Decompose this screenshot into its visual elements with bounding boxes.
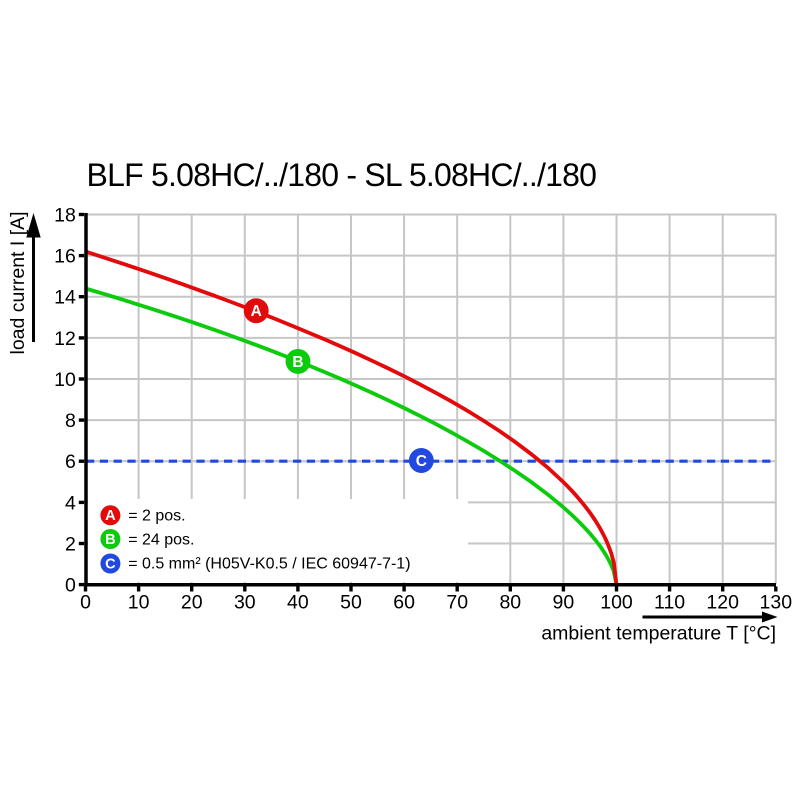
svg-text:80: 80 [499,592,521,614]
svg-text:8: 8 [65,410,76,432]
svg-text:= 2 pos.: = 2 pos. [128,508,185,525]
svg-text:30: 30 [234,592,256,614]
svg-text:16: 16 [54,246,76,268]
svg-text:0: 0 [80,592,91,614]
svg-text:12: 12 [54,328,76,350]
svg-text:20: 20 [181,592,203,614]
svg-text:2: 2 [65,533,76,555]
svg-text:90: 90 [553,592,575,614]
svg-text:4: 4 [65,492,76,514]
svg-text:load current I [A]: load current I [A] [7,211,29,354]
svg-text:BLF 5.08HC/../180 - SL 5.08HC/: BLF 5.08HC/../180 - SL 5.08HC/../180 [87,157,597,193]
svg-text:70: 70 [446,592,468,614]
svg-text:6: 6 [65,451,76,473]
svg-text:C: C [105,556,116,572]
svg-text:A: A [105,508,116,524]
svg-text:110: 110 [654,592,685,614]
svg-text:C: C [416,453,427,470]
svg-text:= 24 pos.: = 24 pos. [128,531,194,548]
svg-text:60: 60 [393,592,415,614]
svg-text:10: 10 [128,592,150,614]
svg-text:130: 130 [760,592,793,614]
svg-text:14: 14 [54,287,76,309]
svg-text:B: B [105,532,116,548]
svg-text:B: B [292,354,303,371]
svg-text:120: 120 [706,592,739,614]
svg-text:10: 10 [54,369,76,391]
svg-text:0: 0 [65,575,76,597]
svg-text:50: 50 [340,592,362,614]
svg-text:100: 100 [600,592,633,614]
svg-text:ambient temperature T [°C]: ambient temperature T [°C] [541,622,776,644]
svg-text:18: 18 [54,204,76,226]
svg-text:A: A [251,303,262,320]
svg-text:40: 40 [287,592,309,614]
svg-text:= 0.5 mm² (H05V-K0.5 / IEC 609: = 0.5 mm² (H05V-K0.5 / IEC 60947-7-1) [128,556,410,573]
